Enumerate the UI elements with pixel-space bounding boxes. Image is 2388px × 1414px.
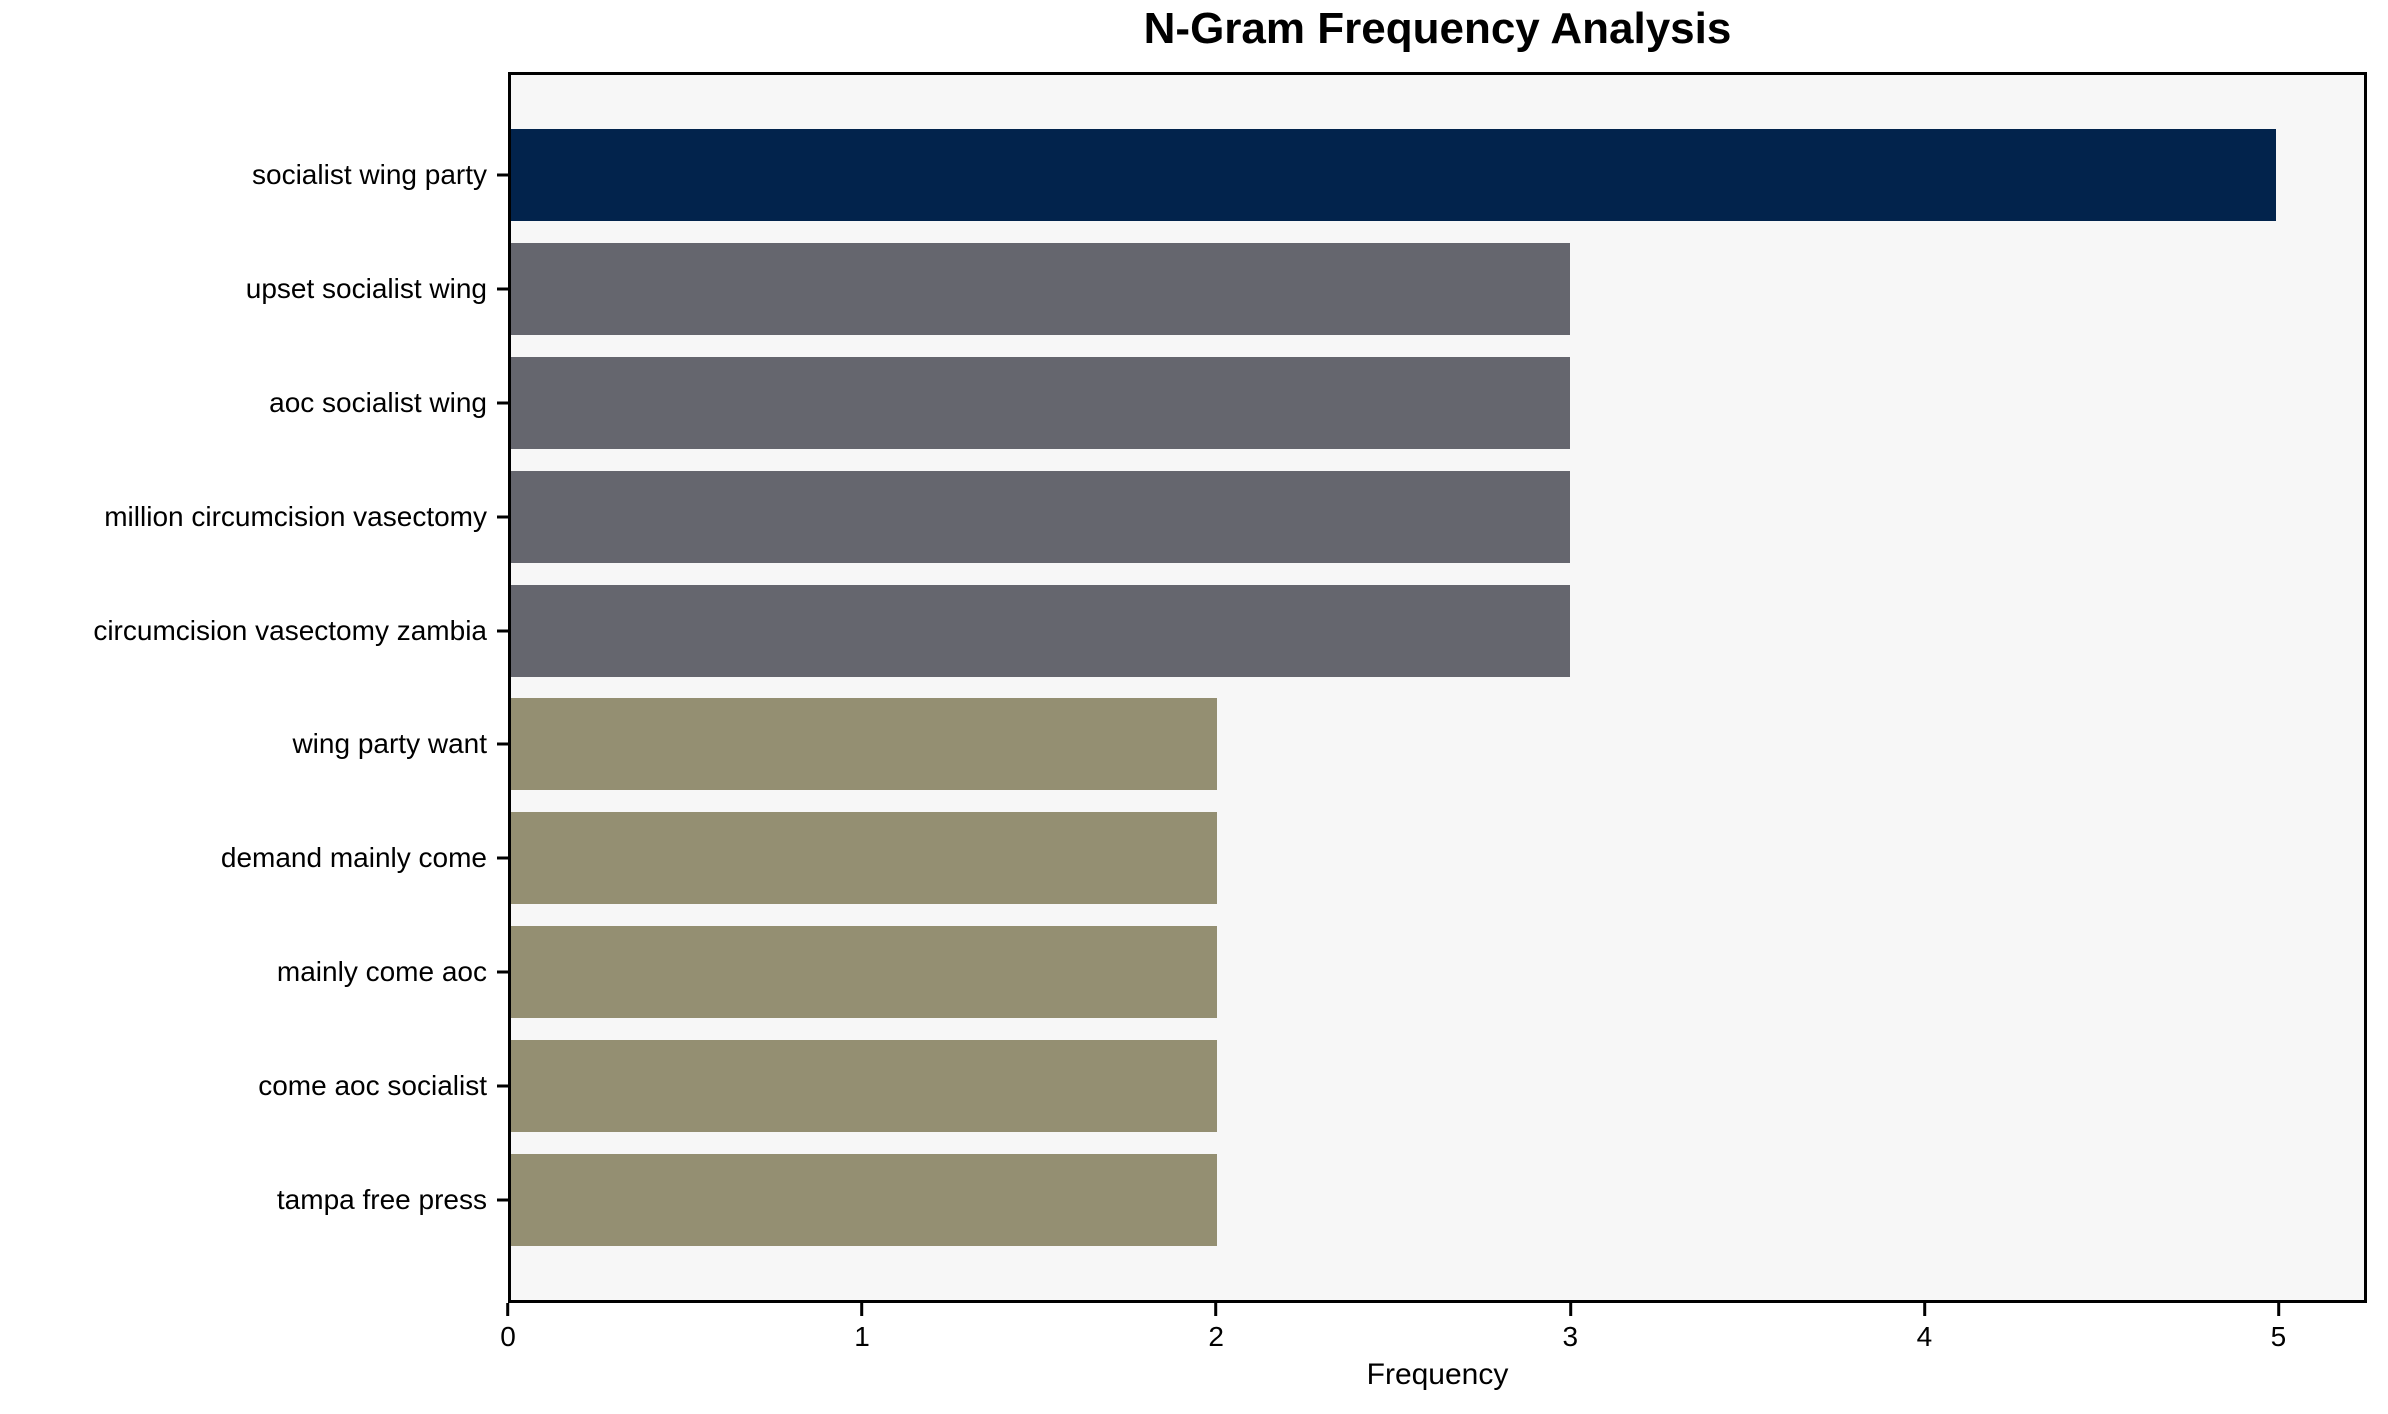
bar	[511, 584, 1570, 677]
bar	[511, 812, 1217, 905]
bar-row: circumcision vasectomy zambia	[93, 584, 2364, 677]
x-tick-label: 2	[1208, 1321, 1224, 1352]
y-tick-label: tampa free press	[276, 1183, 487, 1215]
y-tick-mark	[497, 173, 508, 177]
x-tick: 0	[500, 1303, 516, 1352]
y-tick-mark	[497, 629, 508, 632]
x-tick: 3	[1562, 1303, 1578, 1352]
x-tick-label: 1	[854, 1321, 870, 1352]
bar	[511, 698, 1217, 791]
y-tick-label: mainly come aoc	[276, 956, 487, 988]
y-tick-mark	[497, 1084, 508, 1088]
y-tick-label: upset socialist wing	[245, 272, 487, 304]
plot-area: socialist wing party upset socialist wing…	[93, 72, 2367, 1303]
bar-row: aoc socialist wing	[269, 356, 2364, 449]
y-tick-mark	[497, 856, 508, 860]
x-tick-mark	[2276, 1303, 2280, 1316]
x-tick-mark	[1568, 1303, 1572, 1316]
bar	[511, 242, 1570, 335]
x-tick-label: 4	[1916, 1321, 1933, 1352]
y-tick-label: circumcision vasectomy zambia	[93, 614, 487, 646]
x-tick-mark	[506, 1303, 510, 1316]
x-tick-mark	[1214, 1303, 1218, 1316]
bar	[511, 356, 1570, 449]
x-tick-label: 3	[1562, 1321, 1579, 1352]
y-tick-mark	[497, 287, 508, 291]
x-tick: 1	[854, 1303, 870, 1352]
x-tick-label: 0	[500, 1321, 516, 1352]
bar	[511, 926, 1217, 1019]
bar	[511, 1153, 1217, 1246]
bar	[511, 129, 2276, 221]
bar	[511, 470, 1570, 563]
bar-row: demand mainly come	[221, 812, 2364, 905]
y-tick-label: aoc socialist wing	[269, 386, 487, 418]
y-tick-mark	[497, 742, 508, 746]
y-tick-mark	[497, 970, 508, 974]
x-axis: 0 1 2 3 4 5	[500, 1303, 2367, 1363]
bar-row: tampa free press	[277, 1153, 2364, 1246]
bar	[511, 1040, 1217, 1132]
chart-title: N-Gram Frequency Analysis	[1143, 4, 1732, 53]
x-tick-label: 5	[2270, 1321, 2287, 1352]
bar-row: mainly come aoc	[277, 926, 2364, 1019]
x-tick: 5	[2270, 1303, 2287, 1352]
y-tick-label: demand mainly come	[220, 842, 487, 874]
y-tick-label: wing party want	[292, 728, 487, 760]
y-tick-mark	[497, 515, 508, 519]
bar-row: wing party want	[292, 698, 2364, 791]
y-tick-label: million circumcision vasectomy	[104, 500, 487, 532]
y-tick-label: socialist wing party	[252, 159, 487, 190]
y-tick-label: come aoc socialist	[258, 1070, 487, 1101]
x-tick-mark	[860, 1303, 864, 1316]
y-tick-mark	[497, 1198, 508, 1202]
bar-row: million circumcision vasectomy	[104, 470, 2364, 563]
x-tick: 2	[1208, 1303, 1224, 1352]
bar-row: upset socialist wing	[246, 242, 2364, 335]
x-axis-title: Frequency	[1366, 1358, 1509, 1391]
x-tick-mark	[1922, 1303, 1926, 1316]
bar-row: socialist wing party	[252, 129, 2364, 221]
x-tick: 4	[1916, 1303, 1933, 1352]
y-tick-mark	[497, 401, 508, 405]
bar-row: come aoc socialist	[258, 1040, 2364, 1132]
